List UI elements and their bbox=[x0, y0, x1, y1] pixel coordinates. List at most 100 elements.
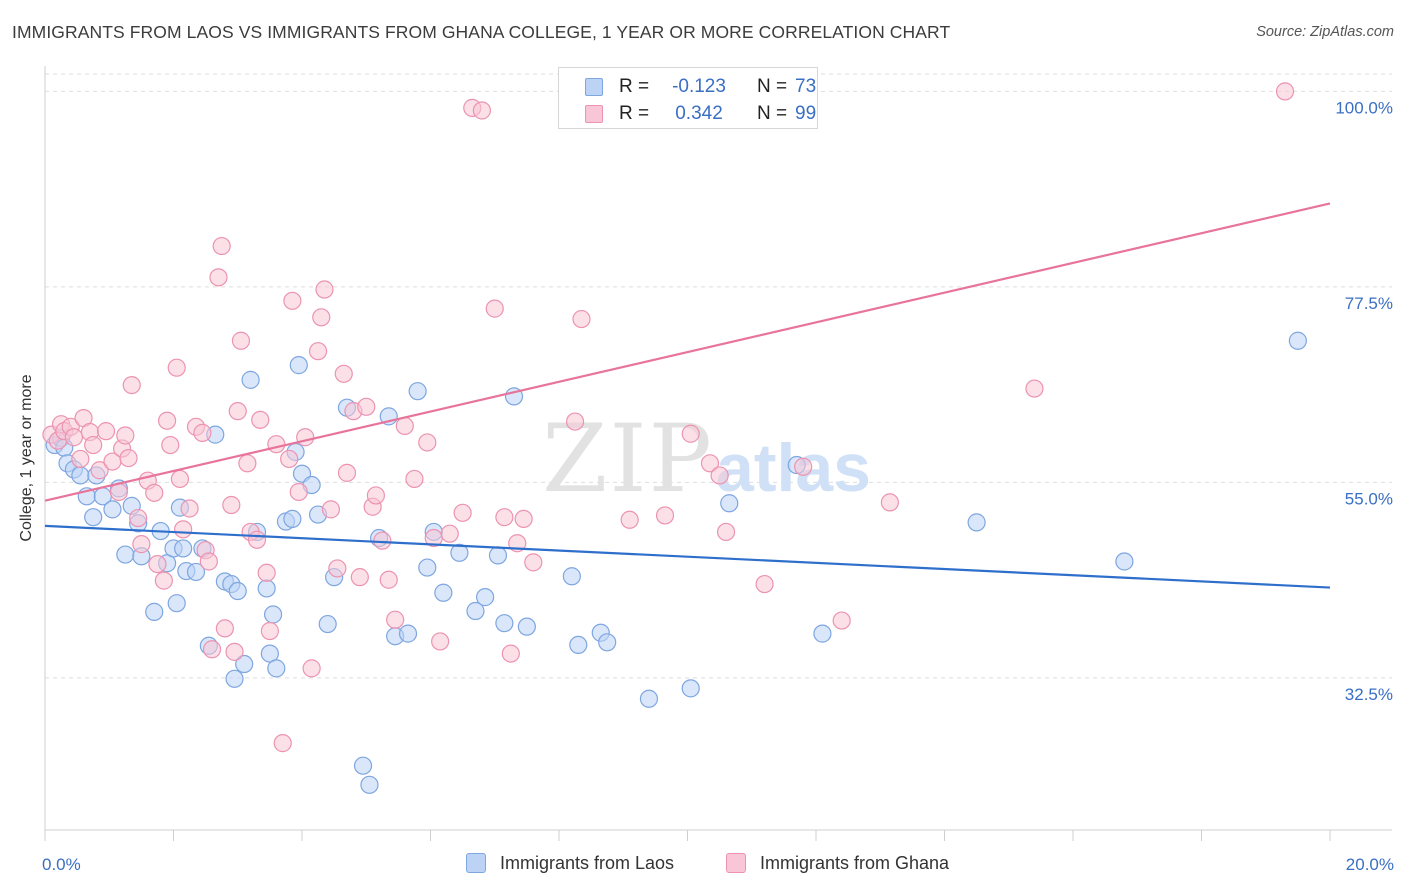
data-point-ghana bbox=[655, 506, 675, 525]
data-point-laos bbox=[360, 775, 379, 794]
data-point-ghana bbox=[572, 309, 591, 329]
data-point-ghana bbox=[215, 619, 234, 638]
data-point-ghana bbox=[315, 280, 334, 299]
data-point-laos bbox=[241, 370, 260, 389]
data-point-ghana bbox=[222, 495, 241, 515]
data-point-ghana bbox=[337, 463, 357, 482]
data-point-ghana bbox=[453, 503, 472, 522]
data-point-ghana bbox=[231, 331, 251, 350]
data-point-ghana bbox=[350, 568, 369, 587]
data-point-ghana bbox=[514, 509, 533, 529]
y-tick-label: 32.5% bbox=[1345, 685, 1393, 704]
data-point-laos bbox=[283, 509, 302, 529]
data-point-laos bbox=[408, 382, 427, 401]
data-point-ghana bbox=[880, 493, 899, 512]
axes bbox=[44, 66, 1392, 841]
data-point-laos bbox=[289, 356, 308, 375]
data-point-laos bbox=[488, 546, 508, 565]
data-point-laos bbox=[562, 567, 581, 586]
data-point-ghana bbox=[132, 535, 151, 554]
y-tick-label: 77.5% bbox=[1345, 294, 1393, 313]
data-point-ghana bbox=[755, 574, 774, 594]
data-point-ghana bbox=[145, 483, 164, 502]
data-point-laos bbox=[434, 583, 453, 602]
chart-source: Source: ZipAtlas.com bbox=[1256, 24, 1394, 40]
data-point-laos bbox=[720, 494, 739, 513]
data-point-laos bbox=[450, 543, 469, 562]
data-point-ghana bbox=[472, 101, 491, 120]
data-point-laos bbox=[167, 594, 186, 613]
data-point-ghana bbox=[267, 435, 286, 454]
data-point-ghana bbox=[395, 416, 414, 436]
data-point-ghana bbox=[199, 552, 218, 571]
data-point-ghana bbox=[228, 402, 247, 421]
data-point-ghana bbox=[122, 375, 141, 395]
data-point-ghana bbox=[794, 457, 813, 476]
data-point-ghana bbox=[161, 435, 180, 455]
data-point-ghana bbox=[710, 466, 729, 485]
data-point-laos bbox=[353, 756, 373, 775]
data-point-ghana bbox=[366, 486, 385, 505]
data-point-ghana bbox=[64, 428, 84, 447]
data-point-ghana bbox=[308, 342, 328, 361]
data-point-ghana bbox=[620, 510, 639, 529]
y-tick-label: 100.0% bbox=[1335, 98, 1393, 117]
data-point-laos bbox=[174, 539, 193, 558]
data-points bbox=[42, 82, 1307, 794]
data-point-laos bbox=[84, 508, 103, 527]
data-point-ghana bbox=[119, 448, 138, 468]
data-point-ghana bbox=[202, 640, 222, 659]
data-point-ghana bbox=[238, 454, 257, 473]
data-point-ghana bbox=[116, 426, 135, 445]
data-point-ghana bbox=[283, 291, 302, 310]
data-point-ghana bbox=[280, 449, 299, 469]
legend-r-label: R = bbox=[619, 76, 650, 97]
trend-line-laos bbox=[44, 524, 1331, 589]
data-point-ghana bbox=[257, 563, 276, 582]
legend-r-label: R = bbox=[619, 103, 650, 124]
data-point-ghana bbox=[524, 553, 543, 572]
data-point-ghana bbox=[501, 644, 520, 663]
series-label-laos: Immigrants from Laos bbox=[500, 853, 675, 873]
data-point-laos bbox=[116, 545, 135, 564]
data-point-laos bbox=[225, 669, 244, 688]
data-point-laos bbox=[318, 614, 337, 634]
series-swatch-laos bbox=[466, 853, 486, 873]
y-tick-label: 55.0% bbox=[1345, 489, 1393, 508]
data-point-laos bbox=[186, 562, 206, 582]
data-point-ghana bbox=[193, 423, 212, 442]
data-point-laos bbox=[263, 605, 283, 624]
data-point-laos bbox=[103, 500, 122, 519]
data-point-ghana bbox=[90, 461, 109, 480]
data-point-ghana bbox=[209, 268, 228, 287]
data-point-laos bbox=[967, 513, 986, 532]
x-tick-label-min: 0.0% bbox=[42, 855, 81, 874]
data-point-ghana bbox=[212, 236, 231, 256]
legend-swatch-laos bbox=[585, 78, 603, 96]
data-point-ghana bbox=[71, 449, 90, 469]
data-point-laos bbox=[267, 659, 286, 678]
series-label-ghana: Immigrants from Ghana bbox=[760, 853, 950, 873]
data-point-laos bbox=[418, 558, 437, 577]
data-point-ghana bbox=[273, 734, 292, 753]
data-point-ghana bbox=[251, 410, 270, 429]
data-point-ghana bbox=[180, 499, 199, 518]
data-point-laos bbox=[1288, 331, 1307, 350]
data-point-ghana bbox=[832, 611, 851, 630]
data-point-laos bbox=[813, 624, 832, 643]
data-point-laos bbox=[569, 635, 588, 655]
data-point-ghana bbox=[1025, 379, 1044, 398]
data-point-laos bbox=[681, 679, 700, 698]
trend-lines bbox=[44, 202, 1331, 589]
data-point-ghana bbox=[386, 610, 405, 629]
legend-r-value-ghana: 0.342 bbox=[675, 103, 723, 124]
data-point-ghana bbox=[174, 520, 193, 539]
data-point-laos bbox=[639, 689, 659, 708]
data-point-ghana bbox=[495, 508, 514, 527]
data-point-ghana bbox=[148, 554, 167, 574]
data-point-ghana bbox=[485, 299, 504, 318]
data-point-ghana bbox=[170, 469, 190, 489]
data-point-laos bbox=[228, 581, 247, 601]
data-point-laos bbox=[1115, 552, 1134, 571]
